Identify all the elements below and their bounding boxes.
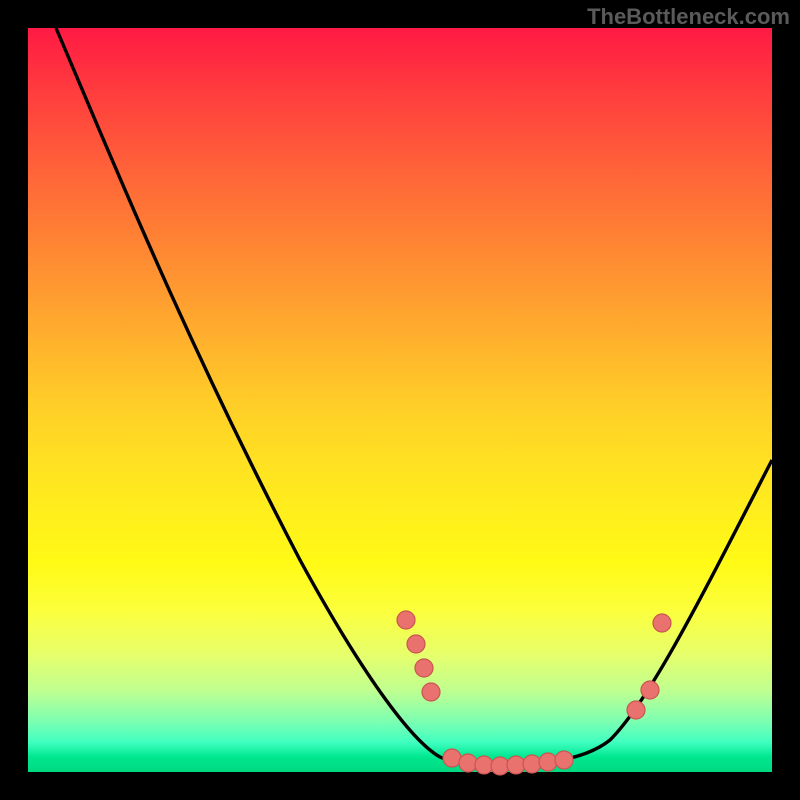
chart-container: { "watermark": "TheBottleneck.com", "plo…: [0, 0, 800, 800]
plot-gradient-background: [28, 28, 772, 772]
watermark-text: TheBottleneck.com: [587, 4, 790, 30]
